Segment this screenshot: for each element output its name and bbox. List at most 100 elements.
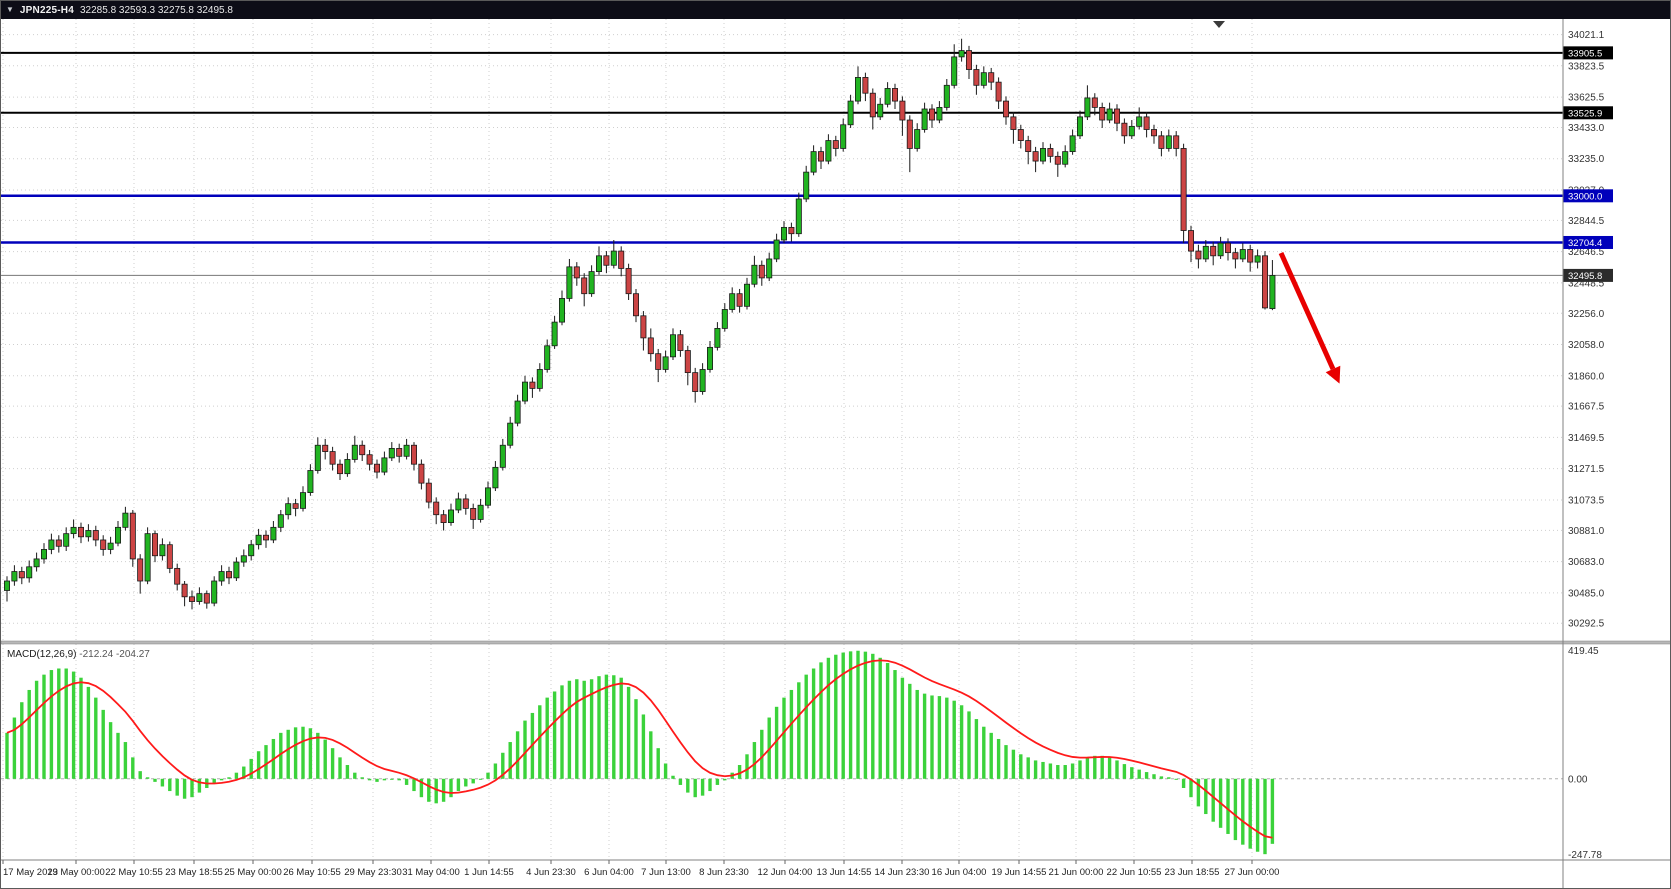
candle-body [433, 501, 440, 516]
candle-body [359, 444, 366, 456]
candle-body [203, 593, 210, 604]
macd-bar [893, 670, 897, 779]
candle-body [677, 334, 684, 351]
macd-bar [545, 697, 549, 779]
macd-bar [323, 739, 327, 779]
macd-bar [353, 772, 357, 779]
candle-body [832, 140, 839, 149]
chart-titlebar[interactable]: ▼ JPN225-H4 32285.8 32593.3 32275.8 3249… [1, 1, 1670, 19]
candle-body [596, 255, 603, 272]
macd-bar [1189, 778, 1193, 798]
macd-bar [1263, 778, 1267, 855]
macd-bar [1144, 772, 1149, 779]
candle-body [166, 544, 173, 569]
candle-body [366, 454, 373, 465]
macd-bar [427, 778, 431, 802]
time-label: 25 May 00:00 [224, 867, 282, 878]
time-label: 12 Jun 04:00 [758, 867, 813, 878]
macd-bar [1248, 778, 1252, 849]
candle-body [892, 88, 899, 102]
macd-bar [367, 778, 372, 781]
macd-bar [686, 778, 690, 793]
macd-bar [560, 685, 564, 779]
price-grid-label: 30881.0 [1568, 526, 1605, 537]
macd-bar [723, 778, 727, 781]
candle-body [225, 571, 232, 579]
candle-body [292, 503, 299, 509]
macd-bar [937, 696, 942, 779]
macd-bar [745, 754, 749, 779]
candle-body [951, 56, 958, 86]
candle-body [181, 583, 188, 598]
macd-bar [1241, 778, 1245, 845]
macd-bar [1174, 778, 1178, 780]
candle-body [484, 487, 491, 506]
macd-bar [168, 778, 172, 792]
macd-bar [441, 778, 446, 802]
price-grid-label: 31860.0 [1568, 371, 1605, 382]
macd-bar [760, 729, 764, 779]
candle-body [758, 264, 765, 279]
macd-bar [242, 766, 246, 779]
price-grid-label: 33823.5 [1568, 61, 1605, 72]
candle-body [559, 298, 566, 323]
candle-body [744, 283, 751, 307]
candle-body [899, 100, 906, 121]
candle-body [825, 140, 832, 162]
candle-body [662, 356, 669, 370]
candle-body [211, 580, 218, 604]
macd-bar [175, 778, 179, 796]
macd-bar [649, 731, 653, 779]
panel-separator[interactable] [1, 640, 1671, 645]
macd-bar [1019, 754, 1023, 779]
level-price-tag-label: 33000.0 [1568, 191, 1602, 202]
macd-bar [1115, 760, 1119, 779]
macd-bar [249, 758, 253, 779]
macd-bar [678, 778, 683, 785]
macd-bar [567, 680, 572, 779]
candle-body [847, 100, 854, 126]
candle-body [396, 448, 403, 457]
candle-body [751, 264, 758, 285]
price-grid-label: 32058.0 [1568, 340, 1605, 351]
bearish-arrow[interactable] [1278, 251, 1336, 371]
candle-body [388, 448, 395, 459]
candle-body [55, 539, 62, 547]
macd-bar [234, 772, 239, 779]
macd-bar [1033, 760, 1038, 779]
level-price-tag-label: 32704.4 [1568, 238, 1602, 249]
candle-body [18, 571, 25, 579]
candle-body [699, 369, 706, 392]
price-chart-canvas[interactable]: 34021.133823.533625.533433.033235.033037… [1, 19, 1671, 889]
macd-bar [1063, 765, 1067, 779]
macd-bar [523, 720, 527, 779]
macd-bar [1233, 778, 1238, 841]
candle-body [440, 514, 447, 523]
candle-body [929, 108, 936, 121]
macd-bar [700, 778, 705, 796]
candle-body [1054, 155, 1061, 165]
time-label: 27 Jun 00:00 [1225, 867, 1280, 878]
macd-bar [612, 675, 616, 779]
macd-bar [996, 738, 1001, 779]
price-grid-label: 32646.5 [1568, 247, 1605, 258]
macd-bar [375, 778, 379, 782]
macd-bar [123, 742, 128, 779]
price-grid-label: 31667.5 [1568, 402, 1605, 413]
candle-body [995, 81, 1002, 102]
candle-body [736, 293, 743, 307]
macd-bar [693, 778, 697, 798]
candle-body [314, 444, 321, 471]
macd-bar [1085, 757, 1090, 779]
candle-body [70, 526, 77, 535]
macd-bar [1255, 778, 1260, 852]
time-label: 21 Jun 00:00 [1049, 867, 1104, 878]
macd-bar [49, 670, 54, 779]
candle-body [1188, 230, 1195, 252]
candle-body [1173, 135, 1180, 149]
macd-bar [390, 778, 394, 780]
macd-axis-label: 419.45 [1568, 646, 1599, 657]
time-label: 17 May 2023 [3, 867, 58, 878]
candle-body [1143, 116, 1150, 130]
